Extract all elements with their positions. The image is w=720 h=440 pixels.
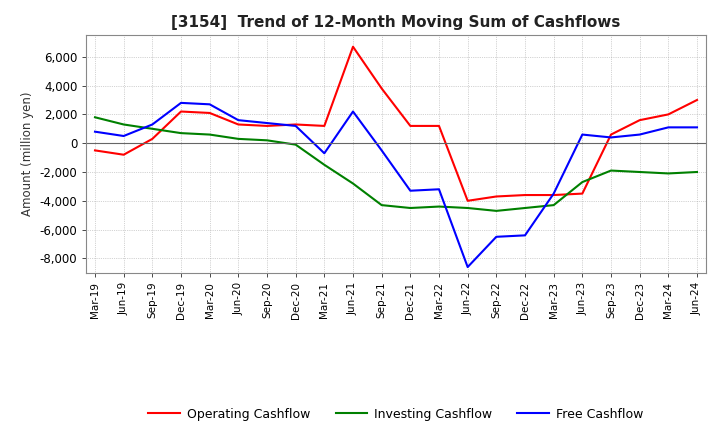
Free Cashflow (348, 109, 357, 114)
Investing Cashflow (377, 202, 386, 208)
Free Cashflow (464, 264, 472, 270)
Investing Cashflow (578, 180, 587, 185)
Free Cashflow (148, 122, 157, 127)
Operating Cashflow (234, 122, 243, 127)
Investing Cashflow (492, 208, 500, 213)
Free Cashflow (607, 135, 616, 140)
Title: [3154]  Trend of 12-Month Moving Sum of Cashflows: [3154] Trend of 12-Month Moving Sum of C… (171, 15, 621, 30)
Free Cashflow (176, 100, 185, 106)
Operating Cashflow (91, 148, 99, 153)
Free Cashflow (578, 132, 587, 137)
Line: Operating Cashflow: Operating Cashflow (95, 47, 697, 201)
Operating Cashflow (521, 192, 529, 198)
Investing Cashflow (635, 169, 644, 175)
Investing Cashflow (176, 131, 185, 136)
Investing Cashflow (521, 205, 529, 211)
Free Cashflow (521, 233, 529, 238)
Legend: Operating Cashflow, Investing Cashflow, Free Cashflow: Operating Cashflow, Investing Cashflow, … (143, 403, 649, 425)
Free Cashflow (91, 129, 99, 134)
Investing Cashflow (148, 126, 157, 132)
Operating Cashflow (292, 122, 300, 127)
Operating Cashflow (492, 194, 500, 199)
Investing Cashflow (348, 181, 357, 186)
Investing Cashflow (234, 136, 243, 142)
Investing Cashflow (205, 132, 214, 137)
Operating Cashflow (578, 191, 587, 196)
Operating Cashflow (693, 97, 701, 103)
Y-axis label: Amount (million yen): Amount (million yen) (21, 92, 34, 216)
Free Cashflow (635, 132, 644, 137)
Free Cashflow (549, 191, 558, 196)
Operating Cashflow (320, 123, 328, 128)
Operating Cashflow (435, 123, 444, 128)
Free Cashflow (492, 234, 500, 239)
Free Cashflow (664, 125, 672, 130)
Free Cashflow (263, 121, 271, 126)
Investing Cashflow (320, 162, 328, 168)
Operating Cashflow (348, 44, 357, 49)
Investing Cashflow (607, 168, 616, 173)
Investing Cashflow (693, 169, 701, 175)
Line: Investing Cashflow: Investing Cashflow (95, 117, 697, 211)
Operating Cashflow (176, 109, 185, 114)
Free Cashflow (693, 125, 701, 130)
Operating Cashflow (464, 198, 472, 203)
Free Cashflow (435, 187, 444, 192)
Operating Cashflow (120, 152, 128, 158)
Free Cashflow (320, 150, 328, 156)
Operating Cashflow (406, 123, 415, 128)
Investing Cashflow (263, 138, 271, 143)
Investing Cashflow (464, 205, 472, 211)
Investing Cashflow (292, 142, 300, 147)
Investing Cashflow (406, 205, 415, 211)
Line: Free Cashflow: Free Cashflow (95, 103, 697, 267)
Operating Cashflow (664, 112, 672, 117)
Free Cashflow (377, 148, 386, 153)
Operating Cashflow (607, 132, 616, 137)
Free Cashflow (292, 123, 300, 128)
Investing Cashflow (549, 202, 558, 208)
Operating Cashflow (377, 86, 386, 91)
Free Cashflow (406, 188, 415, 193)
Operating Cashflow (549, 192, 558, 198)
Free Cashflow (205, 102, 214, 107)
Investing Cashflow (120, 122, 128, 127)
Free Cashflow (120, 133, 128, 139)
Investing Cashflow (664, 171, 672, 176)
Investing Cashflow (435, 204, 444, 209)
Operating Cashflow (263, 123, 271, 128)
Investing Cashflow (91, 115, 99, 120)
Operating Cashflow (635, 117, 644, 123)
Operating Cashflow (148, 136, 157, 142)
Free Cashflow (234, 117, 243, 123)
Operating Cashflow (205, 110, 214, 116)
